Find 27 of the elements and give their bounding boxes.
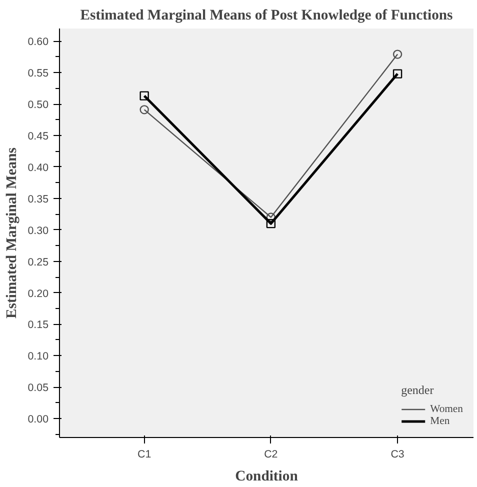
y-tick-label: 0.15	[28, 319, 49, 332]
point	[392, 69, 402, 78]
x-tick-label: C3	[390, 448, 404, 460]
point	[140, 105, 149, 114]
y-axis-title: Estimated Marginal Means	[4, 147, 20, 318]
chart-title: Estimated Marginal Means of Post Knowledge of Functions	[80, 8, 454, 24]
y-tick-label: 0.35	[28, 193, 49, 206]
x-axis-title: Condition	[235, 468, 298, 484]
y-tick-label: 0.60	[28, 36, 49, 48]
y-tick-label: 0.55	[28, 68, 49, 80]
legend-label: Women	[430, 403, 463, 415]
y-tick-label: 0.10	[28, 350, 49, 363]
point	[266, 218, 276, 228]
x-tick-label: C1	[138, 448, 152, 460]
legend-title: gender	[401, 383, 435, 398]
y-tick-label: 0.45	[28, 130, 49, 142]
y-tick-label: 0.05	[28, 382, 49, 394]
point	[140, 91, 149, 100]
legend-label: Men	[430, 415, 450, 427]
y-tick-label: 0.30	[28, 224, 49, 237]
y-tick-label: 0.25	[28, 256, 49, 268]
y-tick-label: 0.20	[28, 288, 49, 300]
y-tick-label: 0.40	[28, 162, 49, 174]
x-tick-label: C2	[264, 448, 278, 460]
y-tick-label: 0.00	[28, 414, 49, 426]
point	[392, 50, 402, 59]
y-tick-label: 0.50	[28, 99, 49, 112]
